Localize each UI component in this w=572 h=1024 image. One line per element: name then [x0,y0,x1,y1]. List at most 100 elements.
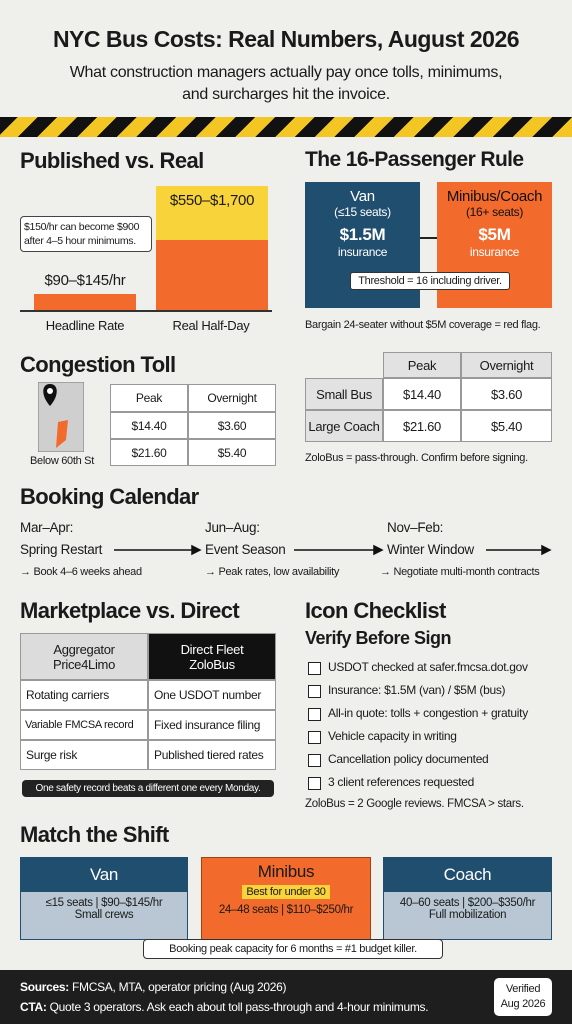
van-box: Van (≤15 seats) $1.5M insurance [305,182,420,308]
card-badge: Best for under 30 [242,885,330,899]
stage-name: Event Season [205,542,286,557]
table-cell: $3.60 [188,412,276,439]
box-unit: insurance [469,245,520,259]
checklist-item: Vehicle capacity in writing [328,729,457,743]
shape [191,544,202,556]
sources: Sources: FMCSA, MTA, operator pricing (A… [20,980,286,994]
checkbox [308,754,321,767]
card-title: Coach [384,858,551,892]
box-amount: $5M [478,225,511,244]
map-icon [38,382,84,452]
callout: Booking peak capacity for 6 months = #1 … [143,939,443,959]
badge-line: Aug 2026 [500,998,546,1010]
table-cell: $3.60 [461,378,552,410]
table-cell: $21.60 [110,439,188,466]
category-label: Headline Rate [45,318,125,333]
table-cell: $14.40 [383,378,461,410]
card-sub: Small crews [74,909,134,921]
column-header: Direct Fleet ZoloBus [148,633,276,680]
caption: One safety record beats a different one … [22,780,274,797]
table-cell: $5.40 [461,410,552,442]
period: Nov–Feb: [387,520,444,535]
checkbox [308,731,321,744]
box-unit: insurance [337,245,388,259]
table-header: Peak [110,384,188,412]
subtitle: Verify Before Sign [305,628,452,648]
badge-line: Verified [505,983,541,995]
cta-label: CTA: [20,1000,47,1014]
subtitle: What construction managers actually pay … [69,64,503,103]
checkbox [308,685,321,698]
column-name: Direct Fleet [180,641,244,657]
note: Bargain 24-seater without $5M coverage =… [305,319,541,331]
bar [156,186,268,240]
table-cell: $21.60 [383,410,461,442]
title: NYC Bus Costs: Real Numbers, August 2026 [52,26,520,52]
card-title: Minibus [257,862,315,881]
card: Coach 40–60 seats | $200–$350/hr Full mo… [383,857,552,940]
shape [114,544,552,556]
table-cell: $5.40 [188,439,276,466]
table-cell: Surge risk [20,740,148,770]
section-title: Match the Shift [20,822,169,847]
sources-label: Sources: [20,980,69,994]
row-header: Small Bus [305,378,383,410]
table-cell: Fixed insurance filing [148,710,276,740]
box-amount: $1.5M [339,225,386,244]
sources-text: FMCSA, MTA, operator pricing (Aug 2026) [72,980,287,994]
connector [420,237,437,239]
bar-label: $550–$1,700 [169,192,255,209]
hazard-stripe [0,117,572,137]
column-sub: ZoloBus [189,656,235,672]
checklist-item: USDOT checked at safer.fmcsa.dot.gov [328,660,528,674]
column-sub: Price4Limo [52,656,116,672]
bar-label: $90–$145/hr [44,272,126,289]
checklist-item: Insurance: $1.5M (van) / $5M (bus) [328,683,506,697]
checklist-item: Cancellation policy documented [328,752,489,766]
card-detail: ≤15 seats | $90–$145/hr [45,897,163,909]
section-title: Published vs. Real [20,148,204,173]
checkbox [308,708,321,721]
section-title: Marketplace vs. Direct [20,598,240,623]
note: ZoloBus = pass-through. Confirm before s… [305,452,528,464]
table-cell: Rotating carriers [20,680,148,710]
section-title: The 16-Passenger Rule [305,148,524,171]
row-header: Large Coach [305,410,383,442]
stage-name: Spring Restart [20,542,103,557]
timeline-arrows [114,544,552,556]
shape [541,544,552,556]
card-title: Van [21,858,187,892]
cta: CTA: Quote 3 operators. Ask each about t… [20,1000,429,1014]
table-cell: Variable FMCSA record [20,710,148,740]
box-seats: (≤15 seats) [334,205,391,219]
table-header: Overnight [461,352,552,378]
shape [47,388,53,394]
table-header: Peak [383,352,461,378]
checklist-item: 3 client references requested [328,775,475,789]
section-title: Booking Calendar [20,484,199,509]
table-cell: One USDOT number [148,680,276,710]
note: ZoloBus = 2 Google reviews. FMCSA > star… [305,798,524,810]
column-header: Aggregator Price4Limo [20,633,148,680]
callout: $150/hr can become $900 after 4–5 hour m… [20,216,152,252]
checkbox [308,777,321,790]
category-label: Real Half-Day [172,318,250,333]
stage-tip: → Book 4–6 weeks ahead [20,566,142,578]
box-title: Van [350,188,375,205]
card: Minibus Best for under 30 24–48 seats | … [201,857,371,947]
baseline [20,310,272,312]
card-detail: 24–48 seats | $110–$250/hr [218,904,354,916]
threshold: Threshold = 16 including driver. [350,272,510,290]
table-cell: Published tiered rates [148,740,276,770]
column-name: Aggregator [53,641,115,657]
period: Jun–Aug: [205,520,260,535]
checkbox [308,662,321,675]
shape [56,420,68,448]
checklist-item: All-in quote: tolls + congestion + gratu… [328,706,528,720]
box-seats: (16+ seats) [465,205,524,219]
badge: Verified Aug 2026 [494,978,552,1016]
cta-text: Quote 3 operators. Ask each about toll p… [49,1000,429,1014]
stage-name: Winter Window [387,542,474,557]
section-title: Congestion Toll [20,352,176,377]
